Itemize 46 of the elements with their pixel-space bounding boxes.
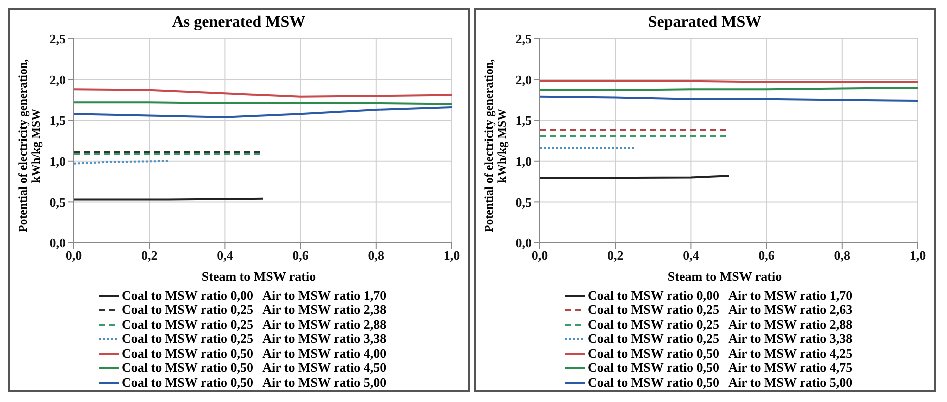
- y-tick-label: 0,0: [516, 236, 532, 251]
- legend-label: Coal to MSW ratio 0,25 Air to MSW ratio 2,88: [588, 316, 853, 332]
- legend-label: Coal to MSW ratio 0,50 Air to MSW ratio 5,00: [122, 374, 387, 390]
- x-tick-label: 0,8: [834, 248, 852, 264]
- legend-label: Coal to MSW ratio 0,00 Air to MSW ratio 1,70: [122, 288, 387, 303]
- x-tick-label: 0,8: [368, 248, 386, 264]
- legend-label: Coal to MSW ratio 0,25 Air to MSW ratio 2,38: [122, 302, 387, 318]
- x-axis-title: Steam to MSW ratio: [666, 269, 784, 286]
- x-tick-label: 0,2: [141, 248, 158, 264]
- legend-label: Coal to MSW ratio 0,50 Air to MSW ratio 5,00: [588, 374, 853, 390]
- legend-label: Coal to MSW ratio 0,25 Air to MSW ratio 3,38: [588, 331, 853, 346]
- y-tick-label: 2,5: [50, 32, 66, 47]
- x-axis-title: Steam to MSW ratio: [200, 269, 318, 286]
- legend-label: Coal to MSW ratio 0,25 Air to MSW ratio 2,63: [588, 302, 853, 318]
- legend-label: Coal to MSW ratio 0,50 Air to MSW ratio 4,00: [122, 346, 387, 361]
- y-axis-title: Potential of electricity generation, kWh/kg MSW: [482, 58, 509, 235]
- legend-label: Coal to MSW ratio 0,25 Air to MSW ratio 3,38: [122, 331, 387, 346]
- legend-label: Coal to MSW ratio 0,50 Air to MSW ratio 4,50: [122, 360, 387, 376]
- legend-label: Coal to MSW ratio 0,50 Air to MSW ratio 4,25: [588, 346, 853, 361]
- line-series: [74, 106, 452, 119]
- chart-title: As generated MSW: [171, 14, 307, 33]
- x-tick-label: 0,6: [758, 248, 776, 264]
- x-tick-label: 1,0: [910, 248, 926, 264]
- y-tick-label: 1,5: [516, 113, 532, 128]
- y-tick-label: 2,0: [50, 72, 66, 88]
- x-tick-label: 0,0: [532, 248, 548, 264]
- x-tick-label: 0,6: [292, 248, 310, 264]
- y-tick-label: 2,0: [516, 72, 532, 88]
- y-tick-label: 0,5: [516, 195, 532, 210]
- y-tick-label: 0,0: [50, 236, 66, 251]
- chart-title: Separated MSW: [647, 14, 763, 33]
- x-tick-label: 1,0: [444, 248, 460, 264]
- legend-label: Coal to MSW ratio 0,25 Air to MSW ratio 2,88: [122, 316, 387, 332]
- y-tick-label: 1,0: [50, 154, 66, 170]
- y-tick-label: 1,0: [516, 154, 532, 170]
- x-tick-label: 0,4: [683, 248, 700, 264]
- x-tick-label: 0,2: [607, 248, 624, 264]
- y-axis-title: Potential of electricity generation, kWh/kg MSW: [16, 58, 43, 235]
- x-tick-label: 0,0: [66, 248, 82, 264]
- x-tick-label: 0,4: [217, 248, 234, 264]
- y-tick-label: 1,5: [50, 113, 66, 128]
- y-tick-label: 0,5: [50, 195, 66, 210]
- legend-label: Coal to MSW ratio 0,00 Air to MSW ratio 1,70: [588, 288, 853, 303]
- line-series: [74, 88, 452, 98]
- y-tick-label: 2,5: [516, 32, 532, 47]
- legend-label: Coal to MSW ratio 0,50 Air to MSW ratio 4,75: [588, 360, 853, 376]
